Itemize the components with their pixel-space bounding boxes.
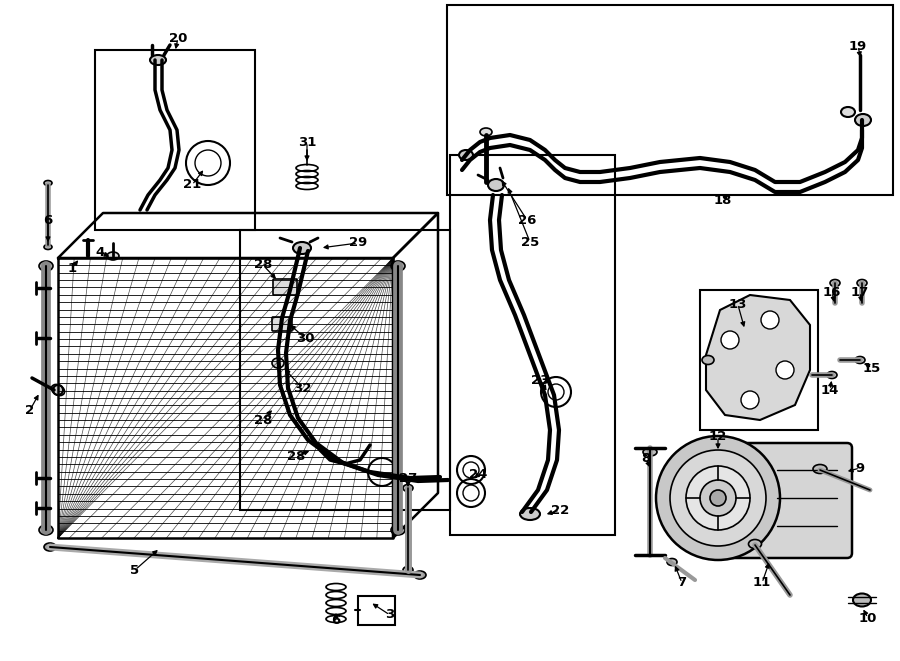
Bar [240,230,450,510]
Bar [700,290,818,430]
Bar [95,50,255,230]
Ellipse shape [520,508,540,520]
Text: 18: 18 [714,194,733,206]
Text: 28: 28 [254,414,272,426]
Ellipse shape [702,356,714,364]
Text: 7: 7 [678,576,687,590]
Ellipse shape [827,371,837,379]
FancyBboxPatch shape [273,279,297,295]
Text: 21: 21 [183,178,201,192]
Ellipse shape [39,261,53,271]
Text: 20: 20 [169,32,187,44]
Ellipse shape [39,525,53,535]
Text: 31: 31 [298,136,316,149]
Ellipse shape [855,356,865,364]
Ellipse shape [150,55,166,65]
Ellipse shape [414,571,426,579]
Ellipse shape [107,252,119,260]
Circle shape [670,450,766,546]
Text: 23: 23 [531,373,549,387]
Text: 9: 9 [855,461,865,475]
Ellipse shape [488,179,504,191]
Bar [450,155,615,535]
Text: 29: 29 [349,237,367,249]
Ellipse shape [853,594,871,607]
Circle shape [686,466,750,530]
Ellipse shape [855,114,871,126]
Polygon shape [706,295,810,420]
Ellipse shape [272,358,284,368]
Circle shape [761,311,779,329]
Ellipse shape [391,525,405,535]
Ellipse shape [459,150,473,160]
Ellipse shape [480,128,492,136]
Text: 24: 24 [469,469,487,481]
Circle shape [710,490,726,506]
Bar [447,5,893,195]
Text: 16: 16 [823,286,842,299]
Circle shape [656,436,780,560]
Ellipse shape [841,107,855,117]
Ellipse shape [813,465,827,473]
Text: 32: 32 [292,381,311,395]
Text: 1: 1 [68,262,76,274]
Ellipse shape [403,566,413,574]
Text: 11: 11 [753,576,771,590]
Text: 25: 25 [521,235,539,249]
Text: 6: 6 [331,613,340,627]
Text: 5: 5 [130,563,140,576]
Circle shape [700,480,736,516]
Ellipse shape [391,261,405,271]
Text: 19: 19 [849,40,867,52]
Text: 14: 14 [821,383,839,397]
Ellipse shape [44,180,52,186]
Text: 22: 22 [551,504,569,516]
Text: 13: 13 [729,299,747,311]
Text: 8: 8 [642,451,651,465]
FancyBboxPatch shape [712,443,852,558]
Ellipse shape [857,280,867,286]
Ellipse shape [293,242,311,254]
Ellipse shape [643,448,657,456]
Ellipse shape [749,539,761,549]
Circle shape [776,361,794,379]
Text: 6: 6 [43,214,52,227]
Text: 27: 27 [399,471,417,485]
Ellipse shape [44,543,56,551]
Text: 30: 30 [296,332,314,344]
Text: 2: 2 [25,403,34,416]
Text: 26: 26 [518,214,536,227]
Text: 28: 28 [254,258,272,272]
Circle shape [721,331,739,349]
Text: 28: 28 [287,449,305,463]
Text: 12: 12 [709,430,727,444]
Ellipse shape [667,559,677,566]
Text: 4: 4 [95,245,104,258]
Text: 17: 17 [850,286,869,299]
Text: 15: 15 [863,362,881,375]
FancyBboxPatch shape [272,317,292,331]
Ellipse shape [403,485,413,492]
Ellipse shape [44,245,52,249]
Text: 10: 10 [859,611,877,625]
Ellipse shape [830,280,840,286]
Bar [358,596,395,625]
Text: 3: 3 [385,609,394,621]
Circle shape [741,391,759,409]
Circle shape [53,385,63,395]
